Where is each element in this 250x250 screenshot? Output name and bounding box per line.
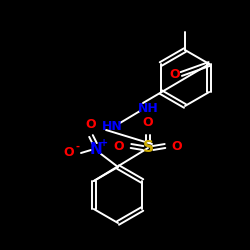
Text: O: O (169, 68, 179, 80)
Text: -: - (75, 142, 79, 152)
Text: HN: HN (102, 120, 122, 132)
Text: O: O (143, 116, 153, 130)
Text: O: O (172, 140, 182, 152)
Text: +: + (100, 138, 108, 148)
Text: NH: NH (138, 102, 158, 114)
Text: O: O (64, 146, 74, 160)
Text: N: N (90, 142, 102, 156)
Text: O: O (114, 140, 124, 152)
Text: O: O (86, 118, 96, 130)
Text: S: S (142, 140, 154, 156)
